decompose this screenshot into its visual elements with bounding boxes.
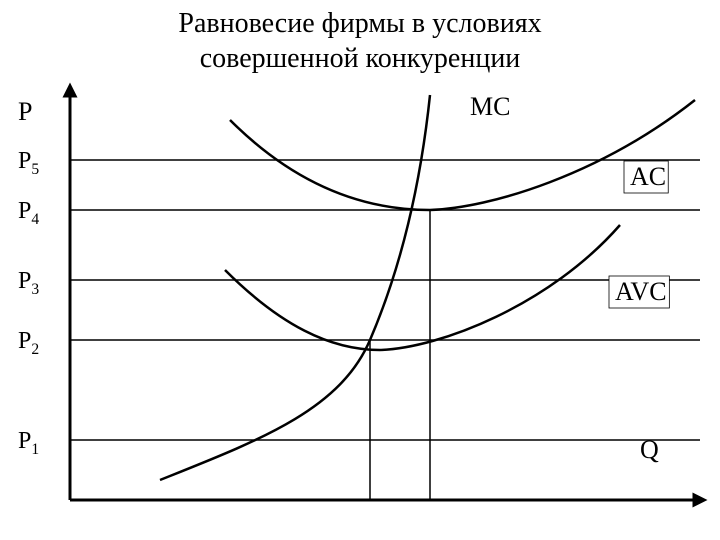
title-line1: Равновесие фирмы в условиях bbox=[178, 8, 541, 39]
price-label-P5: P5 bbox=[18, 148, 39, 178]
ac-curve bbox=[230, 100, 695, 210]
mc-curve bbox=[160, 95, 430, 480]
chart-svg: P5 P4 P3 P2 P1 MC AC AVC P Q bbox=[0, 80, 720, 540]
chart-title: Равновесие фирмы в условиях совершенной … bbox=[0, 6, 720, 76]
mc-label: MC bbox=[470, 92, 510, 121]
avc-label: AVC bbox=[615, 277, 667, 306]
price-label-P2: P2 bbox=[18, 328, 39, 358]
ac-label: AC bbox=[630, 162, 666, 191]
price-label-P1: P1 bbox=[18, 428, 39, 458]
avc-curve bbox=[225, 225, 620, 350]
title-line2: совершенной конкуренции bbox=[200, 43, 521, 74]
price-label-P3: P3 bbox=[18, 268, 39, 298]
chart-area: P5 P4 P3 P2 P1 MC AC AVC P Q bbox=[0, 80, 720, 540]
y-axis-label: P bbox=[18, 97, 32, 126]
price-label-P4: P4 bbox=[18, 198, 39, 228]
x-axis-label: Q bbox=[640, 435, 659, 464]
